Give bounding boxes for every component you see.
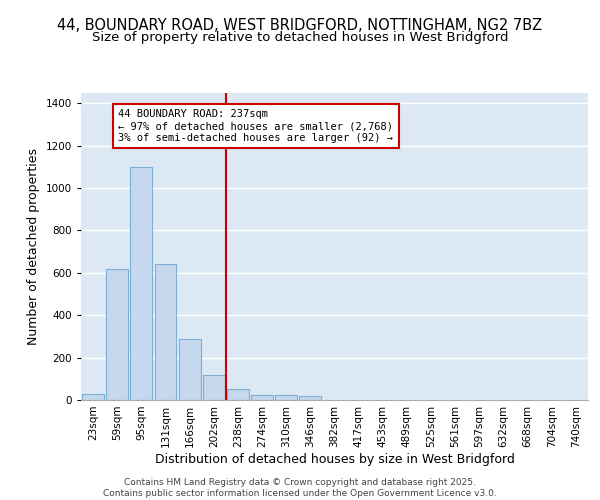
- Bar: [155, 264, 176, 400]
- Bar: [251, 394, 273, 400]
- Bar: [106, 268, 128, 400]
- Bar: [82, 394, 104, 400]
- Text: 44, BOUNDARY ROAD, WEST BRIDGFORD, NOTTINGHAM, NG2 7BZ: 44, BOUNDARY ROAD, WEST BRIDGFORD, NOTTI…: [58, 18, 542, 32]
- Bar: [130, 166, 152, 400]
- Bar: [227, 390, 249, 400]
- X-axis label: Distribution of detached houses by size in West Bridgford: Distribution of detached houses by size …: [155, 452, 514, 466]
- Bar: [299, 396, 321, 400]
- Bar: [179, 338, 200, 400]
- Y-axis label: Number of detached properties: Number of detached properties: [27, 148, 40, 345]
- Text: Contains HM Land Registry data © Crown copyright and database right 2025.
Contai: Contains HM Land Registry data © Crown c…: [103, 478, 497, 498]
- Bar: [203, 374, 224, 400]
- Text: Size of property relative to detached houses in West Bridgford: Size of property relative to detached ho…: [92, 31, 508, 44]
- Bar: [275, 394, 297, 400]
- Text: 44 BOUNDARY ROAD: 237sqm
← 97% of detached houses are smaller (2,768)
3% of semi: 44 BOUNDARY ROAD: 237sqm ← 97% of detach…: [118, 110, 394, 142]
